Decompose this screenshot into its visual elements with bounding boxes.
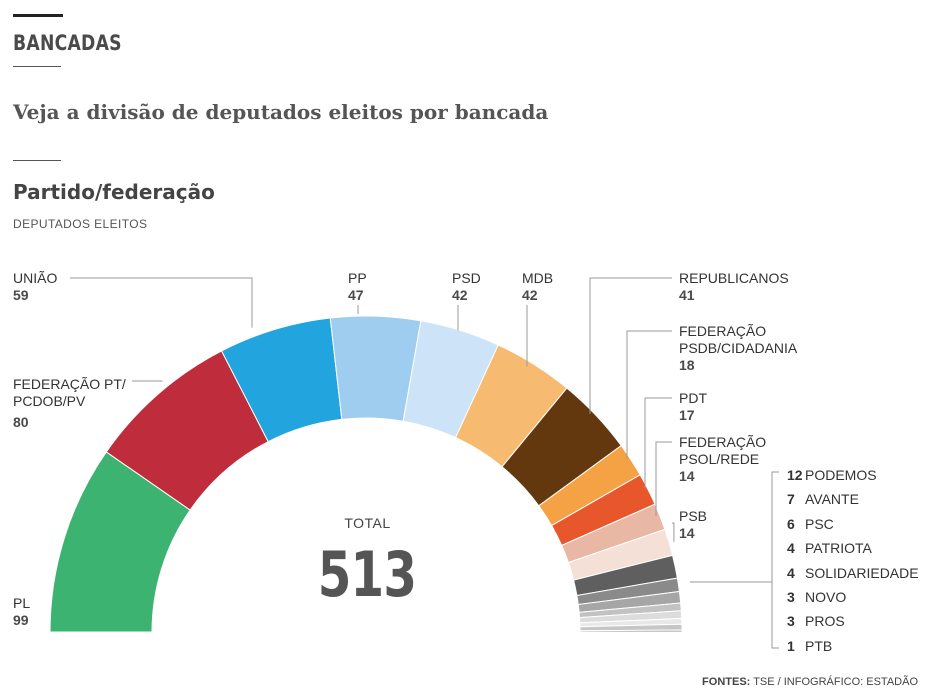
label-name: FEDERAÇÃO PT/ PCDOB/PV	[13, 376, 126, 409]
total-value: 513	[317, 538, 417, 611]
party-name: PROS	[805, 613, 845, 630]
seats: 4	[787, 564, 795, 581]
arc-ptb	[579, 629, 683, 633]
seats: 6	[787, 515, 795, 532]
label-name: REPUBLICANOS	[679, 270, 789, 286]
leader-lines	[70, 277, 779, 649]
label-federacao-psdb: FEDERAÇÃO PSDB/CIDADANIA 18	[679, 323, 804, 374]
seats: 1	[787, 637, 795, 654]
top-rule	[13, 14, 63, 17]
leader-psb	[672, 522, 675, 542]
chart-rule	[13, 160, 61, 161]
label-psb: PSB 14	[679, 508, 707, 542]
party-name: NOVO	[805, 588, 847, 605]
label-name: PP	[348, 270, 367, 286]
chart-title: Partido/federação	[13, 180, 215, 204]
small-parties-list: 12 PODEMOS 7 AVANTE 6 PSC 4 PATRIOTA 4 SOLIDA…	[779, 464, 930, 659]
label-value: 42	[522, 287, 538, 303]
leader-uniao	[70, 277, 253, 328]
small-party-row: 3 NOVO	[787, 586, 930, 610]
party-name: PSC	[805, 515, 834, 532]
label-name: PSB	[679, 508, 708, 524]
party-name: PATRIOTA	[805, 540, 872, 557]
party-name: SOLIDARIEDADE	[805, 564, 919, 581]
leader-federacao-psol	[655, 441, 672, 516]
label-value: 14	[679, 468, 695, 484]
label-value: 42	[452, 287, 468, 303]
party-name: PTB	[805, 637, 833, 654]
label-name: UNIÃO	[13, 270, 58, 286]
label-uniao: UNIÃO 59	[13, 270, 57, 304]
party-name: PODEMOS	[805, 467, 877, 483]
label-value: 47	[348, 287, 364, 303]
leader-pdt	[644, 397, 672, 489]
section-title: BANCADAS	[13, 31, 122, 55]
label-name: PL	[13, 595, 31, 611]
label-value: 18	[679, 357, 695, 373]
small-party-row: 3 PROS	[787, 610, 930, 634]
chart-subtitle: DEPUTADOS ELEITOS	[13, 217, 148, 231]
subtitle: Veja a divisão de deputados eleitos por …	[13, 100, 549, 124]
label-psd: PSD 42	[452, 270, 481, 304]
leader-republicanos	[589, 277, 672, 414]
label-value: 14	[679, 525, 695, 541]
label-federacao-psol: FEDERAÇÃO PSOL/REDE 14	[679, 434, 774, 485]
small-party-row: 6 PSC	[787, 513, 930, 537]
label-value: 17	[679, 407, 695, 423]
small-party-row: 4 PATRIOTA	[787, 537, 930, 561]
seats: 4	[787, 540, 795, 557]
label-pp: PP 47	[348, 270, 367, 304]
chart-arcs	[49, 315, 683, 633]
small-party-row: 1 PTB	[787, 635, 930, 659]
seats: 7	[787, 491, 795, 508]
label-value: 59	[13, 287, 29, 303]
leader-small-bracket	[771, 471, 779, 649]
label-value: 41	[679, 287, 695, 303]
source-credit: FONTES: TSE / INFOGRÁFICO: ESTADÃO	[702, 676, 918, 688]
label-name: FEDERAÇÃO PSDB/CIDADANIA	[679, 323, 798, 356]
leader-federacao-psdb	[626, 330, 672, 459]
label-name: PSD	[452, 270, 481, 286]
total-label: TOTAL	[344, 515, 391, 531]
seats: 12	[787, 467, 803, 483]
label-value: 99	[13, 612, 29, 628]
label-pl: PL 99	[13, 595, 30, 629]
label-value: 80	[13, 414, 29, 430]
small-party-row: 4 SOLIDARIEDADE	[787, 562, 930, 586]
seats: 3	[787, 613, 795, 630]
label-name: FEDERAÇÃO PSOL/REDE	[679, 434, 767, 467]
label-republicanos: REPUBLICANOS 41	[679, 270, 789, 304]
label-pdt: PDT 17	[679, 390, 707, 424]
source-text: TSE / INFOGRÁFICO: ESTADÃO	[753, 676, 918, 688]
small-party-row: 12 PODEMOS	[787, 464, 930, 488]
label-federacao-pt: FEDERAÇÃO PT/ PCDOB/PV 80	[13, 376, 138, 431]
section-rule	[13, 66, 61, 67]
source-label: FONTES:	[702, 676, 751, 688]
label-name: PDT	[679, 390, 707, 406]
label-mdb: MDB 42	[522, 270, 553, 304]
seats: 3	[787, 588, 795, 605]
label-name: MDB	[522, 270, 554, 286]
small-party-row: 7 AVANTE	[787, 488, 930, 512]
party-name: AVANTE	[805, 491, 859, 508]
